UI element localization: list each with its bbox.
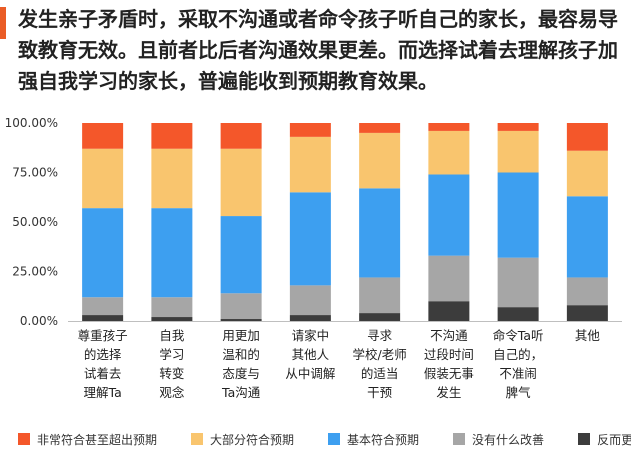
legend-item: 反而更差 — [578, 431, 631, 448]
bar-segment — [359, 277, 401, 314]
y-tick-label: 100.00% — [5, 116, 58, 130]
y-tick-label: 25.00% — [12, 265, 58, 279]
x-category-label: 寻求学校/老师的适当干预 — [353, 328, 407, 400]
bar-segment — [428, 255, 470, 302]
legend-swatch — [18, 433, 30, 445]
bar-segment — [151, 317, 193, 321]
bar-segment — [220, 319, 262, 321]
bar-segment — [220, 123, 262, 149]
legend-swatch — [578, 433, 591, 445]
legend-label: 非常符合甚至超出预期 — [37, 432, 158, 447]
legend-item: 没有什么改善 — [453, 431, 544, 448]
bar-segment — [359, 188, 401, 278]
bar-segment — [289, 136, 331, 193]
legend-label: 没有什么改善 — [472, 432, 545, 447]
bar-segment — [151, 148, 193, 209]
bar-segment — [428, 174, 470, 256]
legend-swatch — [328, 433, 341, 445]
bar-segment — [220, 216, 262, 294]
bar-segment — [566, 150, 608, 197]
y-tick-label: 50.00% — [12, 215, 58, 229]
bar-segment — [82, 208, 124, 298]
bar-segment — [428, 123, 470, 131]
x-category-label: 请家中其他人从中调解 — [285, 328, 335, 381]
y-tick-label: 0.00% — [20, 314, 58, 328]
bar-segment — [566, 305, 608, 321]
legend-swatch — [453, 433, 466, 445]
x-category-label: 尊重孩子的选择试着去理解Ta — [78, 328, 128, 400]
legend-item: 大部分符合预期 — [191, 431, 294, 448]
bar-segment — [151, 208, 193, 298]
chart-legend: 非常符合甚至超出预期 大部分符合预期 基本符合预期 没有什么改善 反而更差 — [18, 430, 631, 448]
bar-segment — [359, 313, 401, 321]
bar-segment — [82, 315, 124, 321]
bar-segment — [151, 123, 193, 149]
bar-segment — [497, 172, 539, 258]
y-tick-label: 75.00% — [12, 166, 58, 180]
bar-segment — [220, 148, 262, 217]
bar-segment — [289, 192, 331, 286]
x-category-label: 不沟通过段时间假装无事发生 — [424, 328, 474, 400]
bar-segment — [566, 123, 608, 151]
legend-label: 反而更差 — [597, 432, 631, 447]
legend-swatch — [191, 433, 204, 445]
x-category-label: 命令Ta听自己的，不准闹脾气 — [493, 328, 544, 400]
bar-segment — [428, 130, 470, 175]
bar-segment — [428, 301, 470, 321]
bar-segment — [82, 123, 124, 149]
legend-item: 非常符合甚至超出预期 — [18, 431, 157, 448]
bar-segment — [82, 148, 124, 209]
headline: 发生亲子矛盾时，采取不沟通或者命令孩子听自己的家长，最容易导致教育无效。且前者比… — [18, 7, 618, 93]
bar-segment — [566, 277, 608, 306]
bar-segment — [497, 257, 539, 308]
bar-segment — [82, 297, 124, 316]
bar-segment — [497, 123, 539, 131]
bar-segment — [566, 196, 608, 278]
legend-label: 大部分符合预期 — [210, 432, 295, 447]
bar-segment — [220, 293, 262, 320]
bar-segment — [151, 297, 193, 318]
x-category-label: 其他 — [575, 328, 601, 343]
x-category-label: 自我学习转变观念 — [159, 328, 185, 400]
bar-segment — [359, 132, 401, 189]
legend-item: 基本符合预期 — [328, 431, 419, 448]
x-category-label: 用更加温和的态度与 Ta沟通 — [221, 328, 261, 400]
legend-label: 基本符合预期 — [347, 432, 420, 447]
bar-segment — [359, 123, 401, 133]
bar-segment — [289, 285, 331, 316]
bar-segment — [289, 315, 331, 321]
bar-segment — [497, 307, 539, 321]
bar-segment — [497, 130, 539, 173]
headline-accent-bar — [0, 7, 6, 39]
bar-segment — [289, 123, 331, 137]
